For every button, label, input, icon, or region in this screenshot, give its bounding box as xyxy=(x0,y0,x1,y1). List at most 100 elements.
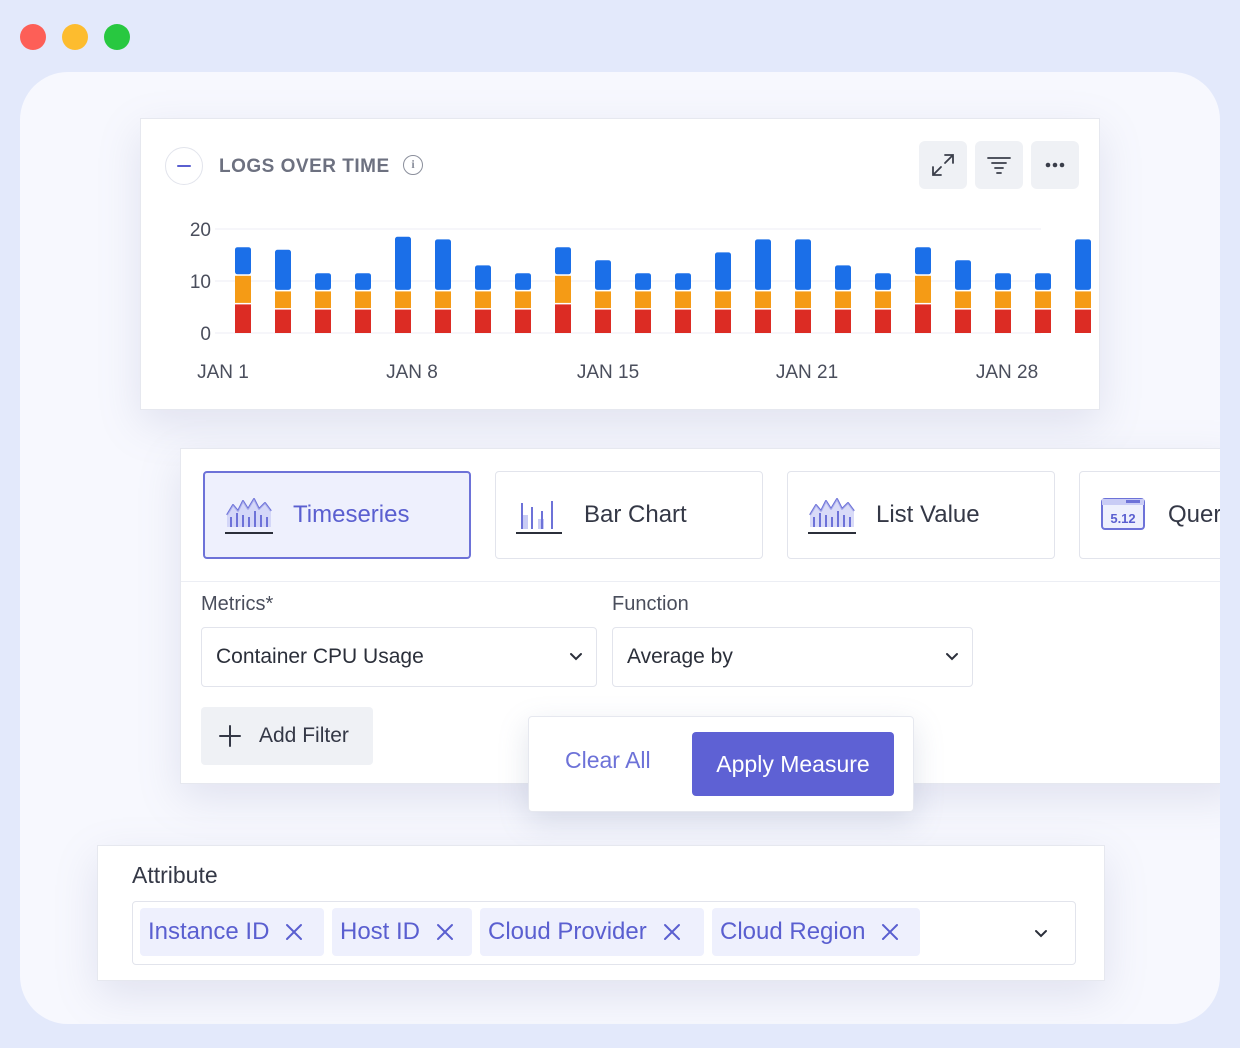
expand-button[interactable] xyxy=(919,141,967,189)
tab-bar-chart[interactable]: Bar Chart xyxy=(495,471,763,559)
chevron-down-icon xyxy=(556,637,596,677)
more-options-button[interactable] xyxy=(1031,141,1079,189)
bar-segment xyxy=(515,291,531,309)
metrics-select-value: Container CPU Usage xyxy=(216,645,424,668)
bar-segment xyxy=(275,291,291,309)
app-canvas: LOGS OVER TIME i 0 10 20 JAN 1 JAN 8 JAN 15 JA… xyxy=(20,72,1220,1024)
collapse-button[interactable] xyxy=(165,147,203,185)
bar-segment xyxy=(435,309,451,333)
filter-lines-icon xyxy=(987,157,1011,174)
metrics-select[interactable]: Container CPU Usage xyxy=(201,627,597,687)
bar-segment xyxy=(715,309,731,333)
list-value-icon xyxy=(808,498,856,534)
y-tick-label: 20 xyxy=(190,220,211,241)
x-tick-label: JAN 1 xyxy=(197,362,249,383)
bar-segment xyxy=(395,236,411,290)
tab-bar-chart-label: Bar Chart xyxy=(584,501,687,528)
bar-segment xyxy=(1035,291,1051,309)
chart-title: LOGS OVER TIME xyxy=(219,156,390,177)
bar-segment xyxy=(675,273,691,290)
bar-segment xyxy=(795,291,811,309)
x-tick-label: JAN 28 xyxy=(976,362,1038,383)
bar-segment xyxy=(235,247,251,275)
bar-segment xyxy=(635,309,651,333)
add-filter-button[interactable]: Add Filter xyxy=(201,707,373,765)
function-label: Function xyxy=(612,593,689,615)
bar-segment xyxy=(595,260,611,290)
query-value-icon: 5.12 xyxy=(1101,498,1145,530)
bar-segment xyxy=(355,273,371,290)
attribute-tag: Host ID xyxy=(332,908,472,956)
bar-segment xyxy=(795,309,811,333)
x-tick-label: JAN 21 xyxy=(776,362,838,383)
tab-query-value[interactable]: 5.12 Quer xyxy=(1079,471,1220,559)
y-tick-label: 0 xyxy=(200,324,211,345)
window-minimize-button[interactable] xyxy=(62,24,88,50)
bar-segment xyxy=(555,304,571,333)
bar-segment xyxy=(355,291,371,309)
attribute-tag: Cloud Region xyxy=(712,908,920,956)
window-maximize-button[interactable] xyxy=(104,24,130,50)
window-close-button[interactable] xyxy=(20,24,46,50)
bar-segment xyxy=(275,249,291,290)
bar-segment xyxy=(795,239,811,290)
query-value-icon-text: 5.12 xyxy=(1110,511,1135,526)
bar-segment xyxy=(355,309,371,333)
info-icon[interactable]: i xyxy=(403,155,423,175)
attribute-tag: Cloud Provider xyxy=(480,908,704,956)
visualization-config-panel: Timeseries Bar Chart List Value xyxy=(180,448,1220,784)
remove-tag-icon[interactable] xyxy=(661,921,683,943)
expand-icon xyxy=(932,154,954,176)
bar-segment xyxy=(1035,309,1051,333)
bar-segment xyxy=(315,273,331,290)
tab-list-value-label: List Value xyxy=(876,501,980,528)
attribute-panel: Attribute Instance ID Host ID Cloud Prov… xyxy=(97,845,1105,981)
bar-segment xyxy=(475,309,491,333)
y-tick-label: 10 xyxy=(190,272,211,293)
filter-button[interactable] xyxy=(975,141,1023,189)
bar-segment xyxy=(915,275,931,303)
bar-segment xyxy=(475,265,491,290)
chevron-down-icon[interactable] xyxy=(1021,914,1061,954)
bar-segment xyxy=(1075,309,1091,333)
apply-measure-button[interactable]: Apply Measure xyxy=(692,732,894,796)
bar-segment xyxy=(435,291,451,309)
timeseries-icon xyxy=(225,498,273,534)
bar-segment xyxy=(635,273,651,290)
bar-segment xyxy=(835,309,851,333)
bar-segment xyxy=(235,304,251,333)
bar-segment xyxy=(435,239,451,290)
bar-segment xyxy=(595,309,611,333)
tab-list-value[interactable]: List Value xyxy=(787,471,1055,559)
bar-segment xyxy=(395,291,411,309)
attribute-multiselect[interactable]: Instance ID Host ID Cloud Provider Cloud… xyxy=(132,901,1076,965)
bar-segment xyxy=(715,252,731,290)
bar-segment xyxy=(955,260,971,290)
bar-segment xyxy=(875,273,891,290)
tab-timeseries[interactable]: Timeseries xyxy=(203,471,471,559)
logs-bar-chart: 0 10 20 JAN 1 JAN 8 JAN 15 JAN 21 JAN 28 xyxy=(190,220,1091,383)
bar-segment xyxy=(915,304,931,333)
remove-tag-icon[interactable] xyxy=(434,921,456,943)
plus-icon xyxy=(219,725,241,747)
bar-segment xyxy=(275,309,291,333)
bar-segment xyxy=(1075,291,1091,309)
function-select[interactable]: Average by xyxy=(612,627,973,687)
bar-segment xyxy=(315,291,331,309)
bar-segment xyxy=(995,291,1011,309)
more-horizontal-icon xyxy=(1045,162,1065,168)
bar-segment xyxy=(675,309,691,333)
remove-tag-icon[interactable] xyxy=(283,921,305,943)
attribute-label: Attribute xyxy=(132,862,218,888)
attribute-tag: Instance ID xyxy=(140,908,324,956)
clear-all-button[interactable]: Clear All xyxy=(565,747,651,773)
divider xyxy=(181,581,1220,582)
bar-segment xyxy=(875,309,891,333)
bar-segment xyxy=(555,275,571,303)
bar-segment xyxy=(835,265,851,290)
bar-segment xyxy=(555,247,571,275)
attribute-tag-label: Host ID xyxy=(340,918,421,945)
remove-tag-icon[interactable] xyxy=(879,921,901,943)
chevron-down-icon xyxy=(932,637,972,677)
bar-segment xyxy=(995,309,1011,333)
